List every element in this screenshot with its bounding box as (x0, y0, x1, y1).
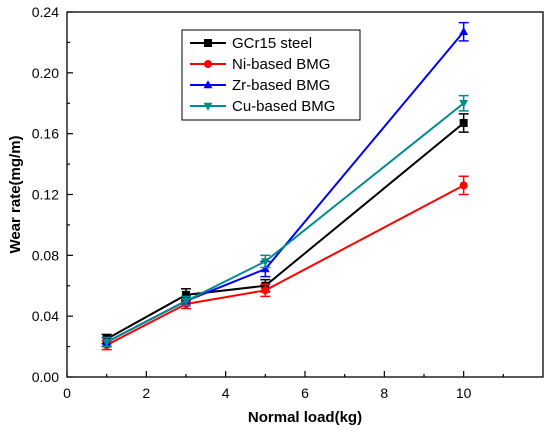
y-tick-label: 0.12 (32, 187, 59, 203)
legend-label: GCr15 steel (232, 35, 312, 52)
series-layer (101, 21, 469, 351)
legend: GCr15 steel Ni-based BMG Zr-based BMG Cu-ba… (181, 29, 361, 121)
x-tick-label: 10 (456, 385, 472, 401)
legend-marker (204, 60, 212, 68)
x-axis-label: Normal load(kg) (248, 409, 362, 426)
legend-item: Zr-based BMG (190, 77, 330, 94)
series-line (106, 102, 465, 343)
data-point (102, 338, 112, 347)
y-tick-label: 0.08 (32, 247, 59, 263)
data-point (459, 181, 468, 190)
series-gcr15-steel (101, 113, 469, 345)
x-tick-label: 6 (301, 385, 309, 401)
series-line (106, 184, 465, 346)
legend-item: GCr15 steel (190, 35, 312, 52)
legend-marker (204, 39, 212, 47)
y-tick-label: 0.00 (32, 369, 59, 385)
series-line (106, 122, 465, 340)
x-tick-label: 0 (63, 385, 71, 401)
legend-label: Ni-based BMG (232, 56, 330, 73)
y-tick-label: 0.16 (32, 126, 59, 142)
axes: 0 2 4 6 8 10 0.00 0.04 0.08 0.12 0.16 0.20 0.24 (32, 4, 544, 401)
x-tick-label: 8 (380, 385, 388, 401)
data-point (181, 297, 191, 306)
y-tick-label: 0.24 (32, 4, 59, 20)
data-point (459, 26, 469, 35)
series-cu-based-bmg (101, 94, 469, 348)
x-tick-label: 4 (222, 385, 230, 401)
x-tick-label: 2 (142, 385, 150, 401)
legend-label: Zr-based BMG (232, 77, 330, 94)
data-point (182, 290, 190, 299)
legend-marker (203, 80, 213, 89)
series-ni-based-bmg (101, 175, 469, 351)
legend-item: Ni-based BMG (190, 56, 330, 73)
legend-label: Cu-based BMG (232, 98, 335, 115)
y-axis-label: Wear rate(mg/m) (7, 135, 24, 253)
legend-marker (203, 102, 213, 111)
y-tick-label: 0.04 (32, 308, 59, 324)
data-point (261, 286, 270, 295)
data-point (260, 258, 270, 267)
legend-item: Cu-based BMG (190, 98, 335, 115)
data-point (459, 119, 468, 128)
data-point (459, 100, 469, 109)
y-tick-label: 0.20 (32, 65, 59, 81)
